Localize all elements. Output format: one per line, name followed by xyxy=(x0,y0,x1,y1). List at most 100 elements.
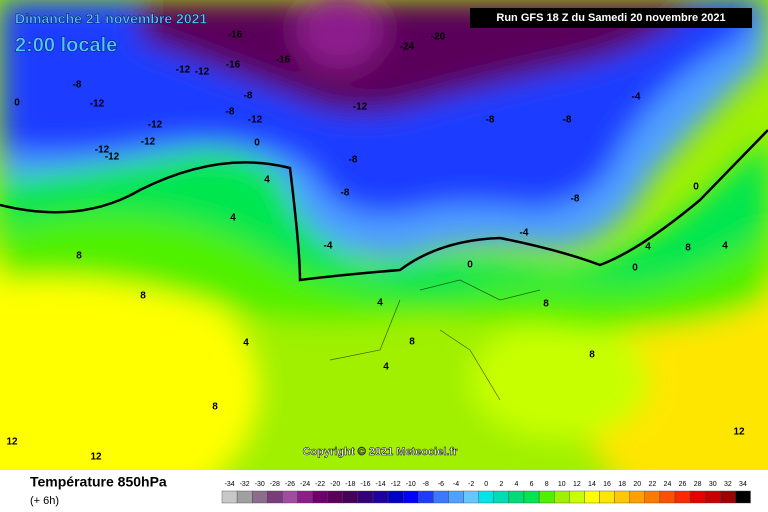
legend-swatch xyxy=(312,490,328,504)
contour-label: -8 xyxy=(226,107,235,118)
legend-label: -12 xyxy=(391,481,401,488)
contour-label: 4 xyxy=(383,362,389,373)
color-legend: -34 -32 -30 -28 -26 -24 -22 -20 -18 -16 -14 -12 -10-… xyxy=(221,481,751,504)
legend-label: 18 xyxy=(618,481,626,488)
contour-label: 8 xyxy=(589,350,595,361)
contour-label: 8 xyxy=(409,337,415,348)
contour-label: 8 xyxy=(212,402,218,413)
legend-label: -32 xyxy=(240,481,250,488)
legend-swatch xyxy=(267,490,283,504)
legend-swatch xyxy=(448,490,464,504)
legend-swatch xyxy=(705,490,721,504)
contour-label: -8 xyxy=(341,188,350,199)
legend-label: -4 xyxy=(453,481,459,488)
run-text: Run GFS 18 Z du Samedi 20 novembre 2021 xyxy=(496,12,725,24)
contour-label: -12 xyxy=(95,145,110,156)
legend-swatch xyxy=(644,490,661,504)
contour-label: -8 xyxy=(349,155,358,166)
legend-swatch xyxy=(221,490,238,504)
legend-swatch xyxy=(674,490,691,504)
legend-label: 8 xyxy=(545,481,549,488)
legend-swatch xyxy=(478,490,495,504)
contour-label: 8 xyxy=(76,251,82,262)
legend-swatch xyxy=(689,490,706,504)
legend-swatch xyxy=(251,490,268,504)
contour-label: 4 xyxy=(377,298,383,309)
contour-label: 8 xyxy=(140,291,146,302)
contour-label: 0 xyxy=(254,138,260,149)
legend-label: 24 xyxy=(664,481,672,488)
legend-swatch xyxy=(387,490,404,504)
legend-label: -16 xyxy=(360,481,370,488)
legend-swatch xyxy=(327,490,344,504)
footer-step: (+ 6h) xyxy=(30,495,59,507)
legend-label: -18 xyxy=(345,481,355,488)
contour-label: -8 xyxy=(563,115,572,126)
contour-label: -20 xyxy=(431,32,446,43)
contour-label: -8 xyxy=(244,91,253,102)
legend-swatch xyxy=(614,490,630,504)
contour-label: -16 xyxy=(276,55,291,66)
legend-label: 32 xyxy=(724,481,732,488)
legend-swatch xyxy=(554,490,570,504)
legend-label: -20 xyxy=(330,481,340,488)
contour-label: -12 xyxy=(141,137,156,148)
footer-title: Température 850hPa xyxy=(30,474,167,490)
legend-label: 16 xyxy=(603,481,611,488)
contour-labels: -16-12 -12-16 -16-24-20-8-120-12-12-12-12-… xyxy=(6,30,745,463)
legend-swatch xyxy=(493,490,510,504)
legend-label: 34 xyxy=(739,481,747,488)
legend-label: 28 xyxy=(694,481,702,488)
legend-swatch xyxy=(282,490,298,504)
legend-label: -34 xyxy=(224,481,234,488)
contour-label: -12 xyxy=(248,115,263,126)
legend-label: 12 xyxy=(573,481,581,488)
legend-swatch xyxy=(403,490,419,504)
legend-label: 14 xyxy=(588,481,596,488)
legend-label: 20 xyxy=(633,481,641,488)
contour-label: 4 xyxy=(243,338,249,349)
contour-label: 0 xyxy=(14,98,20,109)
contour-label: 12 xyxy=(6,437,18,448)
date-text: Dimanche 21 novembre 2021 xyxy=(15,11,207,27)
copyright: Copyright © 2021 Meteociel.fr xyxy=(303,446,459,458)
contour-label: 4 xyxy=(264,175,270,186)
contour-label: -4 xyxy=(520,228,529,239)
legend-swatch xyxy=(372,490,389,504)
contour-label: -12 xyxy=(148,120,163,131)
contour-label: 4 xyxy=(722,241,728,252)
contour-label: -12 xyxy=(90,99,105,110)
contour-label: -8 xyxy=(486,115,495,126)
legend-swatch xyxy=(735,490,751,504)
legend-swatch xyxy=(569,490,585,504)
legend-swatch xyxy=(659,490,676,504)
legend-swatch xyxy=(357,490,374,504)
legend-label: 26 xyxy=(679,481,687,488)
legend-label: 22 xyxy=(648,481,656,488)
legend-label: -28 xyxy=(270,481,280,488)
contour-label: 12 xyxy=(90,452,102,463)
legend-swatch xyxy=(523,490,540,504)
legend-swatch xyxy=(720,490,736,504)
legend-label: 10 xyxy=(558,481,566,488)
legend-swatch xyxy=(297,490,313,504)
legend-label: 30 xyxy=(709,481,717,488)
contour-label: -4 xyxy=(324,241,333,252)
contour-label: -12 xyxy=(176,65,191,76)
contour-label: 0 xyxy=(693,182,699,193)
legend-label: 2 xyxy=(499,481,503,488)
legend-swatch xyxy=(538,490,555,504)
contour-label: -16 xyxy=(226,60,241,71)
contour-label: 0 xyxy=(632,263,638,274)
legend-swatch xyxy=(433,490,449,504)
legend-label: 0 xyxy=(484,481,488,488)
legend-swatch xyxy=(629,490,646,504)
legend-label: 4 xyxy=(514,481,518,488)
legend-label: -8 xyxy=(423,481,429,488)
legend-label: -2 xyxy=(468,481,474,488)
contour-label: 8 xyxy=(685,243,691,254)
legend-label: -26 xyxy=(285,481,295,488)
